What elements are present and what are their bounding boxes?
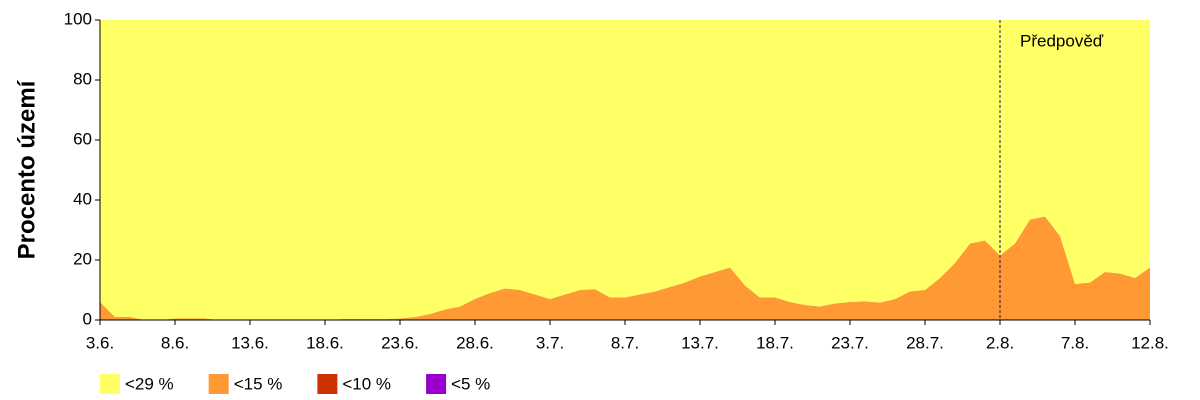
annotation: Předpověď (1020, 31, 1104, 50)
y-tick-label: 100 (64, 9, 92, 28)
y-tick-label: 60 (73, 129, 92, 148)
x-tick-label: 2.8. (986, 333, 1014, 352)
y-tick-label: 80 (73, 69, 92, 88)
x-tick-label: 23.6. (381, 333, 419, 352)
area (100, 216, 1150, 320)
x-tick-label: 8.6. (161, 333, 189, 352)
x-tick-label: 3.6. (86, 333, 114, 352)
legend-swatch (100, 374, 120, 394)
x-tick-label: 28.7. (906, 333, 944, 352)
x-tick-label: 18.6. (306, 333, 344, 352)
legend-label: <29 % (125, 374, 174, 393)
x-tick-label: 13.7. (681, 333, 719, 352)
x-tick-label: 23.7. (831, 333, 869, 352)
legend-label: <10 % (342, 374, 391, 393)
x-tick-label: 18.7. (756, 333, 794, 352)
y-tick-label: 20 (73, 249, 92, 268)
x-tick-label: 7.8. (1061, 333, 1089, 352)
y-axis-label: Procento území (13, 79, 40, 259)
x-tick-label: 13.6. (231, 333, 269, 352)
x-tick-label: 8.7. (611, 333, 639, 352)
legend-label: <5 % (451, 374, 490, 393)
y-tick-label: 40 (73, 189, 92, 208)
legend-swatch (208, 374, 229, 394)
legend-swatch (426, 374, 447, 394)
legend-swatch (317, 374, 338, 394)
x-tick-label: 12.8. (1131, 333, 1169, 352)
legend-label: <15 % (234, 374, 283, 393)
x-tick-label: 3.7. (536, 333, 564, 352)
x-tick-label: 28.6. (456, 333, 494, 352)
area (100, 20, 1150, 320)
y-tick-label: 0 (83, 309, 92, 328)
